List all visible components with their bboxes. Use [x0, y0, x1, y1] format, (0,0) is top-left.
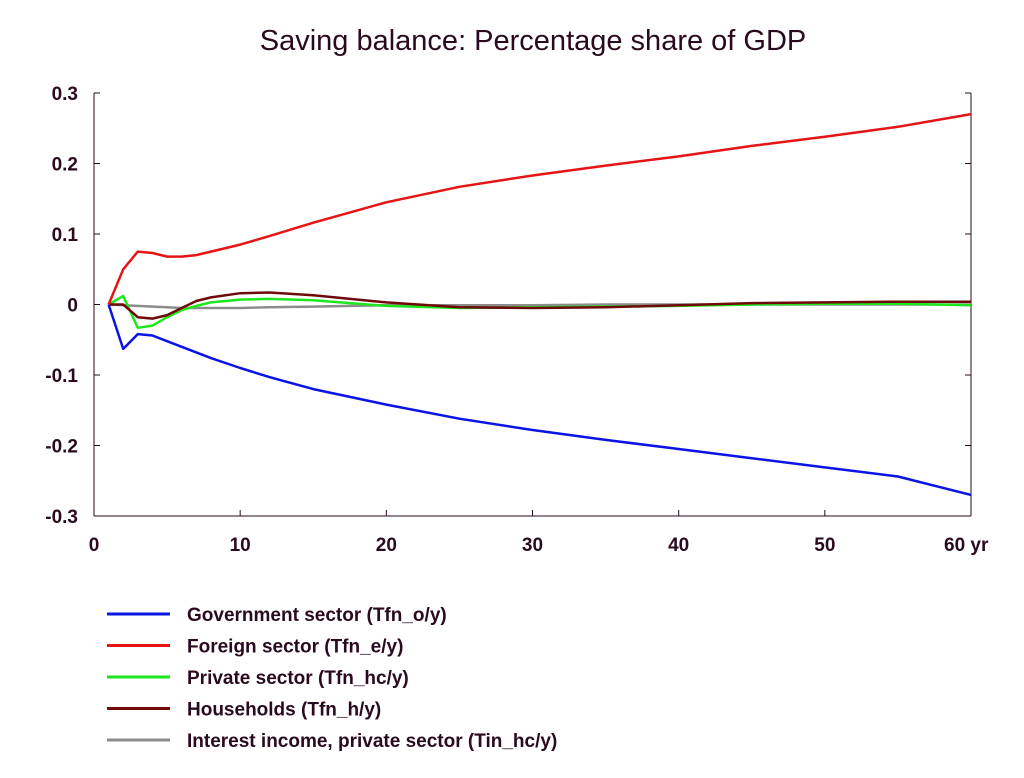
series-line-2	[107, 294, 972, 330]
x-tick-label: 20	[376, 535, 397, 556]
y-tick-label: 0.3	[52, 84, 78, 105]
x-tick-label: 50	[814, 535, 835, 556]
x-tick-label: 0	[89, 535, 100, 556]
legend-label: Government sector (Tfn_o/y)	[187, 605, 447, 626]
series-line-1	[107, 112, 972, 305]
series-lines	[107, 112, 972, 497]
x-tick-label: 10	[230, 535, 251, 556]
y-tick-label: -0.1	[45, 366, 78, 387]
plot-axes: 0.3 0.2 0.1 0 -0.1 -0.2 -0.3 0 10 20 30 40 50 60 yr	[45, 84, 989, 556]
legend-label: Interest income, private sector (Tin_hc/…	[187, 731, 557, 752]
legend-label: Foreign sector (Tfn_e/y)	[187, 637, 403, 658]
legend-label: Households (Tfn_h/y)	[187, 700, 381, 721]
y-tick-label: 0.2	[52, 155, 78, 176]
series-line-3	[108, 291, 971, 320]
y-tick-label: -0.2	[45, 437, 78, 458]
series-line-0	[107, 304, 972, 497]
x-tick-label: 40	[668, 535, 689, 556]
legend: Government sector (Tfn_o/y) Foreign secto…	[107, 605, 557, 752]
x-tick-label: 30	[522, 535, 543, 556]
x-tick-label: 60 yr	[944, 535, 989, 556]
y-tick-label: 0.1	[52, 225, 79, 246]
legend-label: Private sector (Tfn_hc/y)	[187, 668, 409, 689]
chart-title: Saving balance: Percentage share of GDP	[260, 25, 807, 57]
y-tick-label: 0	[67, 296, 78, 317]
y-tick-label: -0.3	[45, 507, 78, 528]
